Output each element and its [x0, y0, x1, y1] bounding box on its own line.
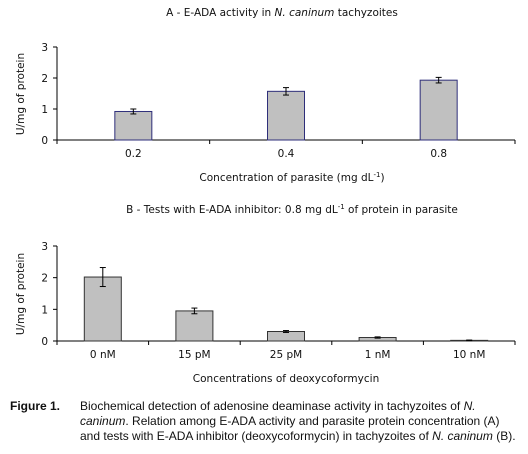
chart-b-bar: [83, 276, 122, 342]
chart-b-x-tick-label: 1 nM: [365, 349, 391, 361]
chart-b-x-tick-label: 10 nM: [453, 349, 485, 361]
chart-a-x-tick-label: 0.2: [125, 148, 142, 160]
chart-b-x-tick-label: 15 pM: [178, 349, 210, 361]
chart-a-y-tick-label: 1: [41, 104, 48, 116]
chart-a-bar: [267, 90, 305, 141]
chart-b: B - Tests with E-ADA inhibitor: 0.8 mg d…: [15, 203, 516, 385]
chart-b-y-tick-label: 0: [41, 336, 48, 348]
chart-a-bar: [419, 79, 458, 141]
chart-a: A - E-ADA activity in N. caninum tachyzo…: [15, 7, 516, 184]
chart-a-x-tick-label: 0.8: [430, 148, 447, 160]
chart-a-x-tick-label: 0.4: [278, 148, 295, 160]
chart-b-ylabel: U/mg of protein: [15, 253, 27, 335]
chart-b-y-tick-label: 1: [41, 304, 48, 316]
chart-a-y-tick-label: 0: [41, 135, 48, 147]
chart-a-ylabel: U/mg of protein: [15, 53, 27, 135]
chart-a-y-tick-label: 3: [41, 42, 48, 54]
chart-b-y-tick-label: 3: [41, 241, 48, 253]
chart-b-x-tick-label: 25 pM: [270, 349, 302, 361]
chart-b-bar: [175, 310, 214, 342]
chart-b-title: B - Tests with E-ADA inhibitor: 0.8 mg d…: [126, 203, 458, 216]
chart-a-bar: [114, 110, 153, 141]
chart-a-xlabel: Concentration of parasite (mg dL-1): [199, 171, 384, 184]
chart-a-title: A - E-ADA activity in N. caninum tachyzo…: [166, 7, 398, 19]
chart-b-x-tick-label: 0 nM: [90, 349, 116, 361]
caption-text: Biochemical detection of adenosine deami…: [80, 399, 516, 443]
caption-label: Figure 1.: [10, 399, 61, 413]
chart-b-xlabel: Concentrations of deoxycoformycin: [193, 373, 379, 385]
chart-b-y-tick-label: 2: [41, 273, 48, 285]
figure-charts: A - E-ADA activity in N. caninum tachyzo…: [15, 7, 516, 385]
chart-a-y-tick-label: 2: [41, 73, 48, 85]
